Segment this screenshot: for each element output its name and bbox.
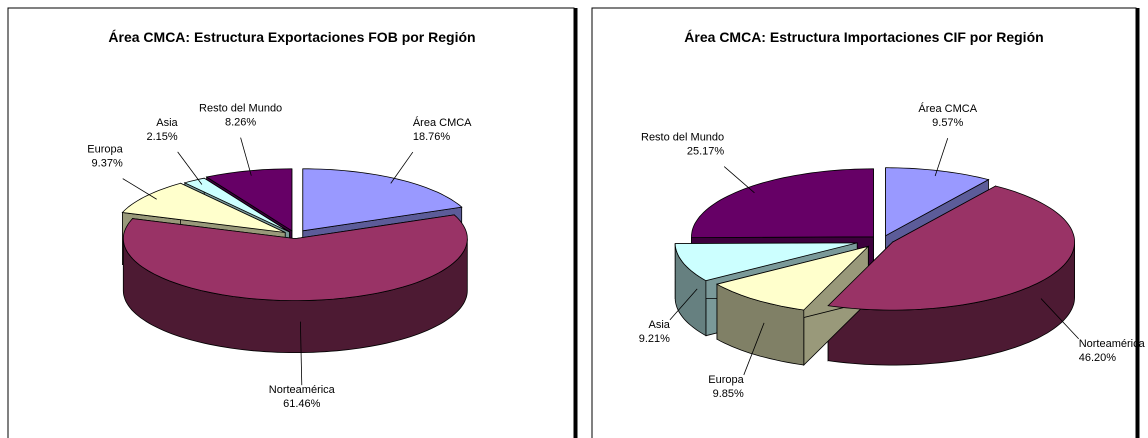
data-label-name: Norteamérica (269, 384, 336, 396)
data-label-name: Norteamérica (1079, 338, 1146, 350)
leader-line (669, 288, 698, 321)
leader-line (240, 137, 252, 176)
data-label-name: Área CMCA (918, 102, 977, 115)
data-label-name: Asia (156, 117, 178, 129)
data-label-name: Europa (708, 374, 744, 386)
data-label-value: 46.20% (1079, 352, 1117, 364)
pie-slice (885, 167, 990, 237)
data-label-value: 61.46% (283, 398, 321, 410)
data-label-name: Resto del Mundo (641, 132, 724, 144)
data-label-value: 9.85% (713, 388, 744, 400)
data-label-value: 2.15% (146, 131, 177, 143)
pie-slice (122, 214, 468, 301)
leader-line (122, 178, 157, 200)
pie-slice (827, 185, 1076, 311)
leader-line (177, 151, 203, 185)
leader-line (299, 321, 303, 386)
data-label-name: Resto del Mundo (199, 103, 282, 115)
pie-slice (691, 168, 874, 239)
data-label-value: 9.57% (932, 117, 963, 129)
data-label-name: Asia (649, 319, 671, 331)
data-label-value: 8.26% (225, 117, 256, 129)
chart-title: Área CMCA: Estructura Importaciones CIF … (684, 29, 1043, 45)
pie-slice (205, 168, 293, 232)
pie-slice (121, 182, 286, 233)
pie-slice (715, 245, 870, 311)
leader-line (723, 166, 755, 194)
pie-slice (183, 177, 290, 233)
leader-line (1040, 298, 1080, 340)
leader-line (934, 137, 949, 177)
pie-slice (302, 168, 463, 232)
pie-slice (674, 242, 858, 282)
data-label-name: Área CMCA (413, 116, 472, 129)
leader-line (390, 151, 414, 184)
data-label-name: Europa (87, 144, 123, 156)
data-label-value: 25.17% (687, 146, 725, 158)
data-label-value: 18.76% (413, 131, 451, 143)
data-label-value: 9.21% (639, 333, 670, 345)
chart-title: Área CMCA: Estructura Exportaciones FOB … (108, 29, 475, 45)
leader-line (743, 322, 765, 376)
data-label-value: 9.37% (92, 158, 123, 170)
